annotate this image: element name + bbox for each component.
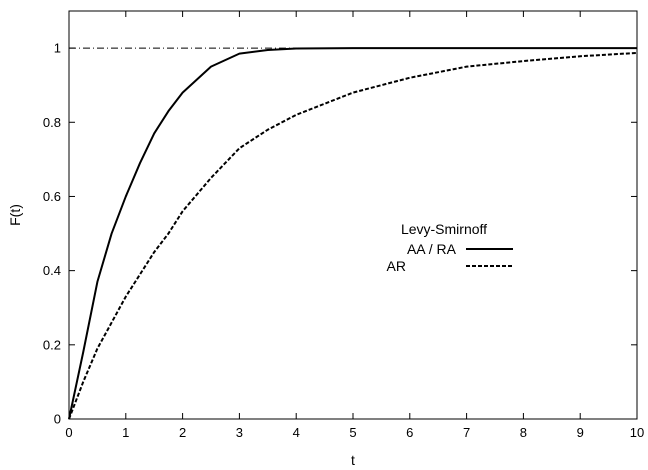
legend-label-aa-ra: AA / RA	[407, 241, 457, 257]
x-tick-label: 4	[293, 425, 300, 440]
y-tick-label: 0.4	[43, 263, 61, 278]
legend: Levy-Smirnoff AA / RA AR	[387, 221, 513, 274]
x-tick-label: 9	[577, 425, 584, 440]
x-tick-label: 3	[236, 425, 243, 440]
legend-label-ar: AR	[387, 258, 406, 274]
y-tick-label: 0.6	[43, 189, 61, 204]
legend-title: Levy-Smirnoff	[401, 221, 487, 237]
y-tick-label: 0	[54, 412, 61, 427]
plot-frame	[68, 10, 638, 420]
x-axis-label: t	[351, 452, 355, 468]
y-tick-label: 0.8	[43, 115, 61, 130]
x-tick-label: 7	[463, 425, 470, 440]
x-tick-label: 1	[122, 425, 129, 440]
x-tick-label: 10	[630, 425, 644, 440]
series-line-aa-ra	[68, 47, 637, 420]
y-tick-label: 1	[54, 41, 61, 56]
x-tick-label: 6	[406, 425, 413, 440]
y-tick-label: 0.2	[43, 337, 61, 352]
y-axis-label: F(t)	[7, 204, 23, 226]
x-tick-label: 0	[65, 425, 72, 440]
x-tick-label: 5	[349, 425, 356, 440]
x-tick-label: 8	[520, 425, 527, 440]
series-line-ar	[68, 51, 638, 420]
x-tick-label: 2	[179, 425, 186, 440]
